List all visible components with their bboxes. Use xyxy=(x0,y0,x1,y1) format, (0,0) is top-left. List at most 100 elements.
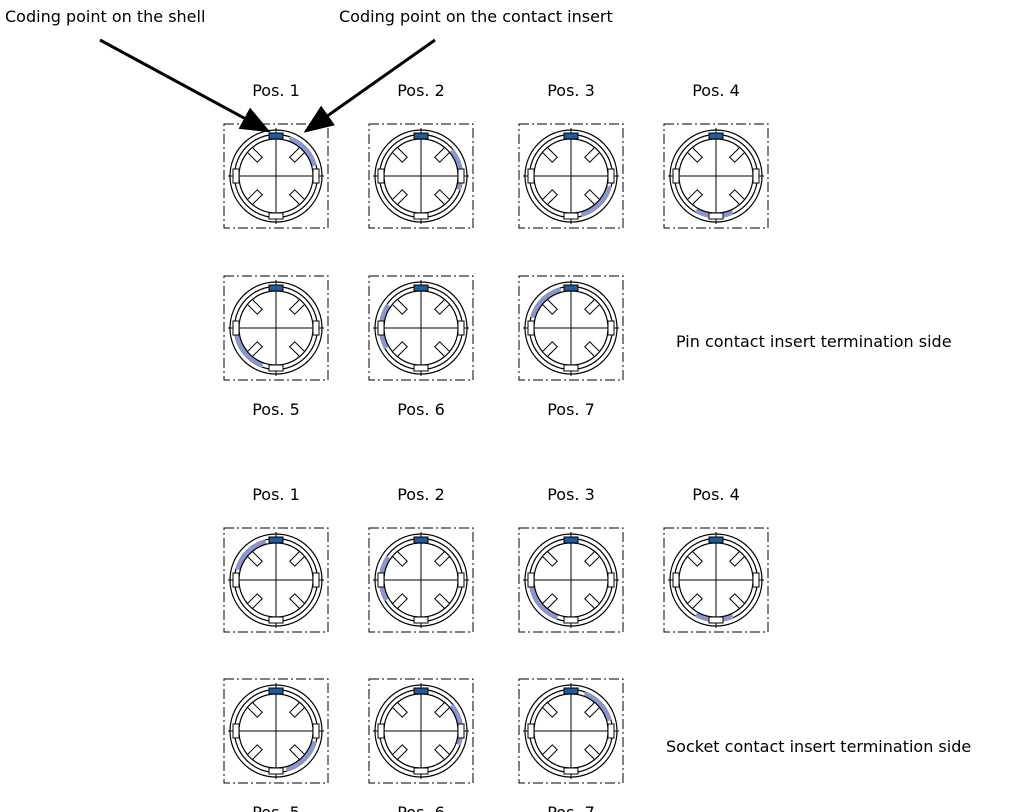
contact-key xyxy=(541,189,558,206)
shell-coding-point xyxy=(413,132,429,140)
contact-key xyxy=(541,701,558,718)
position-label: Pos. 4 xyxy=(692,81,740,100)
contact-key xyxy=(584,189,601,206)
shell-coding-point xyxy=(413,687,429,695)
contact-key xyxy=(391,189,408,206)
shell-slot-bottom xyxy=(413,364,429,372)
shell-slot-left xyxy=(377,572,385,588)
connector-diagram xyxy=(518,123,624,229)
contact-key xyxy=(289,341,306,358)
connector-diagram xyxy=(518,275,624,381)
contact-key xyxy=(246,550,263,567)
shell-slot-left xyxy=(527,168,535,184)
position-label: Pos. 1 xyxy=(252,485,300,504)
shell-slot-right xyxy=(607,723,615,739)
shell-slot-bottom xyxy=(268,212,284,220)
shell-slot-bottom xyxy=(268,767,284,775)
shell-slot-right xyxy=(607,168,615,184)
shell-slot-bottom xyxy=(413,212,429,220)
shell-slot-left xyxy=(377,168,385,184)
contact-key xyxy=(391,146,408,163)
contact-key xyxy=(541,341,558,358)
contact-key xyxy=(289,550,306,567)
shell-slot-left xyxy=(232,320,240,336)
shell-slot-bottom xyxy=(708,212,724,220)
shell-slot-right xyxy=(607,572,615,588)
contact-key xyxy=(434,744,451,761)
shell-slot-left xyxy=(527,723,535,739)
contact-key xyxy=(584,298,601,315)
connector-frame xyxy=(368,123,474,229)
contact-key xyxy=(246,701,263,718)
contact-key xyxy=(729,550,746,567)
contact-key xyxy=(391,341,408,358)
position-label: Pos. 7 xyxy=(547,400,595,419)
position-label: Pos. 6 xyxy=(397,400,445,419)
insert-coding-arc xyxy=(580,185,612,217)
shell-slot-right xyxy=(752,168,760,184)
contact-key xyxy=(434,189,451,206)
position-label: Pos. 7 xyxy=(547,803,595,812)
pin-side-label: Pin contact insert termination side xyxy=(676,332,952,351)
connector-diagram xyxy=(223,123,329,229)
connector-diagram xyxy=(663,123,769,229)
connector-diagrams: Pos. 1 Pos. 2 Pos. 3 Pos. 4 Pos. 5 Pos. 6 Pos.… xyxy=(223,81,769,812)
contact-key xyxy=(541,550,558,567)
connector-diagram xyxy=(368,527,474,633)
shell-coding-point xyxy=(708,536,724,544)
shell-slot-right xyxy=(457,572,465,588)
shell-coding-point xyxy=(268,687,284,695)
shell-slot-right xyxy=(312,572,320,588)
insert-coding-arc xyxy=(288,136,317,167)
connector-frame xyxy=(368,527,474,633)
shell-slot-left xyxy=(377,320,385,336)
connector-diagram xyxy=(223,275,329,381)
connector-diagram xyxy=(223,527,329,633)
contact-key xyxy=(584,744,601,761)
contact-key xyxy=(391,744,408,761)
shell-slot-bottom xyxy=(563,364,579,372)
shell-coding-point xyxy=(563,536,579,544)
shell-coding-point xyxy=(268,132,284,140)
contact-key xyxy=(686,550,703,567)
shell-slot-right xyxy=(457,320,465,336)
connector-frame xyxy=(518,275,624,381)
connector-frame xyxy=(223,275,329,381)
connector-frame xyxy=(223,123,329,229)
insert-coding-arc xyxy=(583,691,612,722)
position-label: Pos. 4 xyxy=(692,485,740,504)
shell-slot-bottom xyxy=(708,616,724,624)
contact-key xyxy=(391,593,408,610)
insert-coding-arrow xyxy=(303,38,436,133)
connector-frame xyxy=(368,678,474,784)
shell-coding-point xyxy=(413,284,429,292)
shell-coding-point xyxy=(563,687,579,695)
contact-key xyxy=(246,189,263,206)
pin-side-group: Pos. 1 Pos. 2 Pos. 3 Pos. 4 Pos. 5 Pos. 6 Pos.… xyxy=(223,81,769,419)
contact-key xyxy=(434,701,451,718)
contact-key xyxy=(246,146,263,163)
contact-key xyxy=(391,550,408,567)
position-label: Pos. 2 xyxy=(397,485,445,504)
shell-slot-right xyxy=(457,723,465,739)
connector-diagram xyxy=(223,678,329,784)
connector-frame xyxy=(223,527,329,633)
contact-key xyxy=(584,550,601,567)
contact-key xyxy=(729,593,746,610)
insert-coding-annotation: Coding point on the contact insert xyxy=(339,7,613,26)
contact-key xyxy=(391,298,408,315)
shell-coding-arrow xyxy=(99,38,271,133)
contact-key xyxy=(289,189,306,206)
connector-frame xyxy=(663,527,769,633)
connector-frame xyxy=(368,275,474,381)
contact-key xyxy=(434,146,451,163)
insert-coding-arc xyxy=(530,287,562,319)
position-label: Pos. 5 xyxy=(252,803,300,812)
shell-coding-annotation: Coding point on the shell xyxy=(5,7,205,26)
contact-key xyxy=(541,744,558,761)
connector-diagram xyxy=(368,275,474,381)
position-label: Pos. 3 xyxy=(547,81,595,100)
position-label: Pos. 3 xyxy=(547,485,595,504)
shell-coding-point xyxy=(563,132,579,140)
